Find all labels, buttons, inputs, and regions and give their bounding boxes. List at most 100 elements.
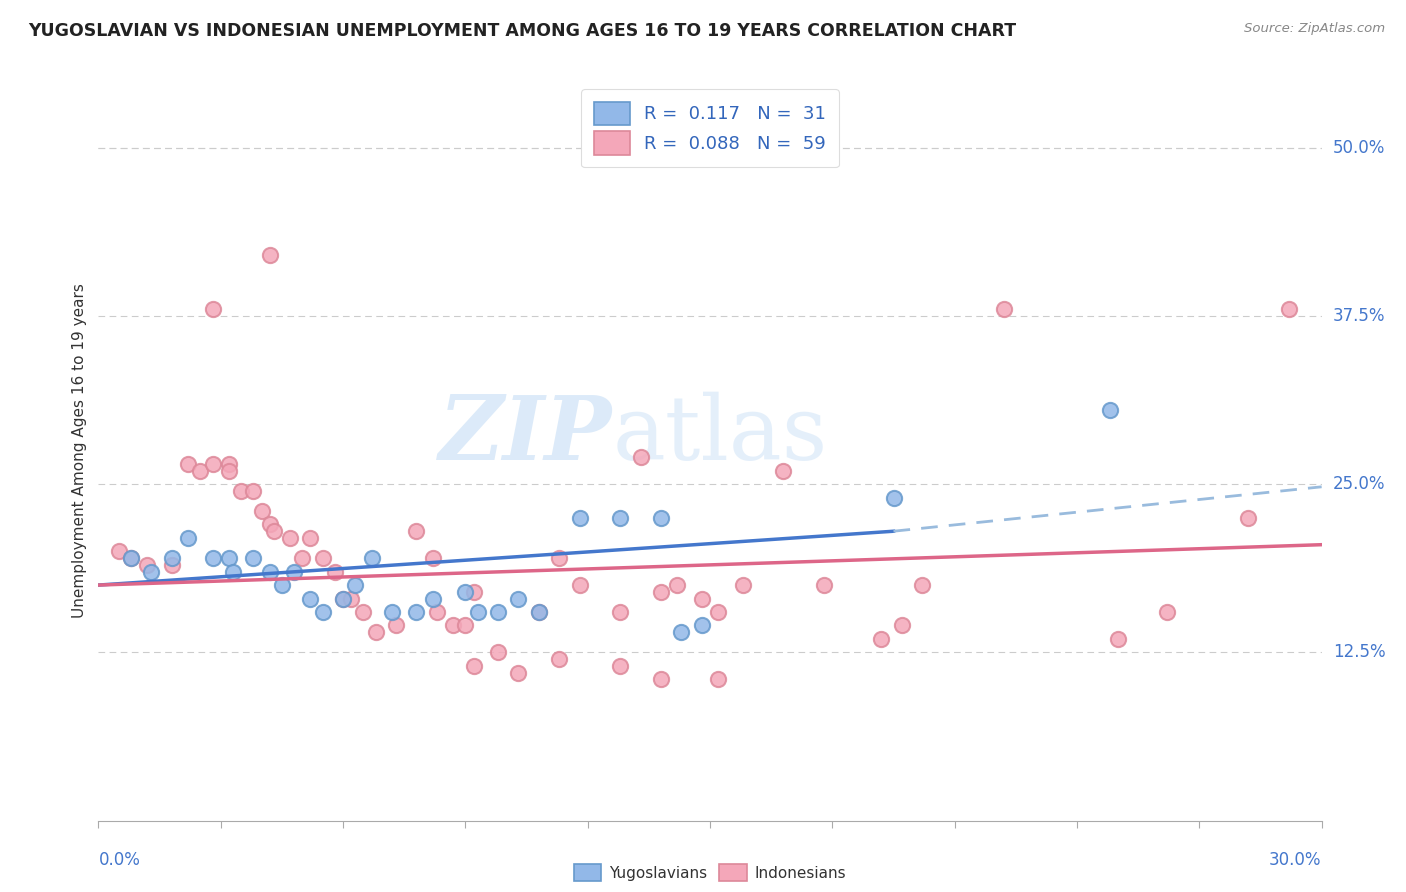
Point [259, 248, 281, 262]
Point [568, 510, 591, 524]
Point [690, 591, 713, 606]
Point [527, 605, 550, 619]
Point [242, 483, 264, 498]
Point [486, 645, 509, 659]
Point [454, 618, 477, 632]
Point [609, 605, 631, 619]
Point [422, 551, 444, 566]
Point [201, 302, 224, 317]
Point [463, 658, 485, 673]
Point [344, 578, 367, 592]
Text: atlas: atlas [612, 392, 827, 479]
Point [141, 565, 163, 579]
Point [160, 551, 183, 566]
Point [120, 551, 142, 566]
Point [731, 578, 754, 592]
Point [463, 584, 485, 599]
Point [352, 605, 374, 619]
Point [650, 510, 672, 524]
Point [218, 457, 240, 471]
Point [177, 531, 200, 545]
Point [508, 665, 530, 680]
Point [609, 510, 631, 524]
Point [993, 302, 1015, 317]
Point [870, 632, 893, 646]
Point [312, 605, 335, 619]
Point [441, 618, 464, 632]
Text: 25.0%: 25.0% [1333, 475, 1385, 493]
Text: 30.0%: 30.0% [1270, 851, 1322, 869]
Point [291, 551, 314, 566]
Point [883, 491, 905, 505]
Point [259, 565, 281, 579]
Point [1237, 510, 1260, 524]
Point [690, 618, 713, 632]
Point [527, 605, 550, 619]
Point [911, 578, 934, 592]
Point [467, 605, 489, 619]
Point [772, 464, 794, 478]
Point [508, 591, 530, 606]
Point [385, 618, 408, 632]
Point [278, 531, 301, 545]
Point [136, 558, 159, 572]
Point [299, 591, 322, 606]
Y-axis label: Unemployment Among Ages 16 to 19 years: Unemployment Among Ages 16 to 19 years [72, 283, 87, 618]
Point [650, 673, 672, 687]
Point [568, 578, 591, 592]
Point [422, 591, 444, 606]
Point [1098, 403, 1121, 417]
Point [813, 578, 835, 592]
Point [160, 558, 183, 572]
Point [548, 551, 571, 566]
Point [707, 673, 730, 687]
Point [486, 605, 509, 619]
Point [259, 517, 281, 532]
Point [405, 524, 427, 539]
Point [707, 605, 730, 619]
Point [299, 531, 322, 545]
Point [263, 524, 285, 539]
Text: YUGOSLAVIAN VS INDONESIAN UNEMPLOYMENT AMONG AGES 16 TO 19 YEARS CORRELATION CHA: YUGOSLAVIAN VS INDONESIAN UNEMPLOYMENT A… [28, 22, 1017, 40]
Point [218, 464, 240, 478]
Point [381, 605, 404, 619]
Legend: Yugoslavians, Indonesians: Yugoslavians, Indonesians [568, 858, 852, 887]
Point [250, 504, 273, 518]
Text: 50.0%: 50.0% [1333, 138, 1385, 157]
Point [120, 551, 142, 566]
Point [222, 565, 245, 579]
Point [1156, 605, 1178, 619]
Point [242, 551, 264, 566]
Point [671, 625, 693, 640]
Point [360, 551, 382, 566]
Point [630, 450, 652, 465]
Point [890, 618, 912, 632]
Point [231, 483, 253, 498]
Point [188, 464, 212, 478]
Point [405, 605, 427, 619]
Point [177, 457, 200, 471]
Point [454, 584, 477, 599]
Point [609, 658, 631, 673]
Point [201, 551, 224, 566]
Point [332, 591, 354, 606]
Point [108, 544, 131, 558]
Point [1107, 632, 1129, 646]
Point [1278, 302, 1301, 317]
Point [270, 578, 294, 592]
Point [364, 625, 387, 640]
Text: 12.5%: 12.5% [1333, 643, 1385, 661]
Point [340, 591, 363, 606]
Point [283, 565, 305, 579]
Point [426, 605, 449, 619]
Point [332, 591, 354, 606]
Point [548, 652, 571, 666]
Point [323, 565, 346, 579]
Text: 0.0%: 0.0% [98, 851, 141, 869]
Text: ZIP: ZIP [439, 392, 612, 479]
Point [650, 584, 672, 599]
Point [312, 551, 335, 566]
Point [201, 457, 224, 471]
Point [218, 551, 240, 566]
Point [666, 578, 689, 592]
